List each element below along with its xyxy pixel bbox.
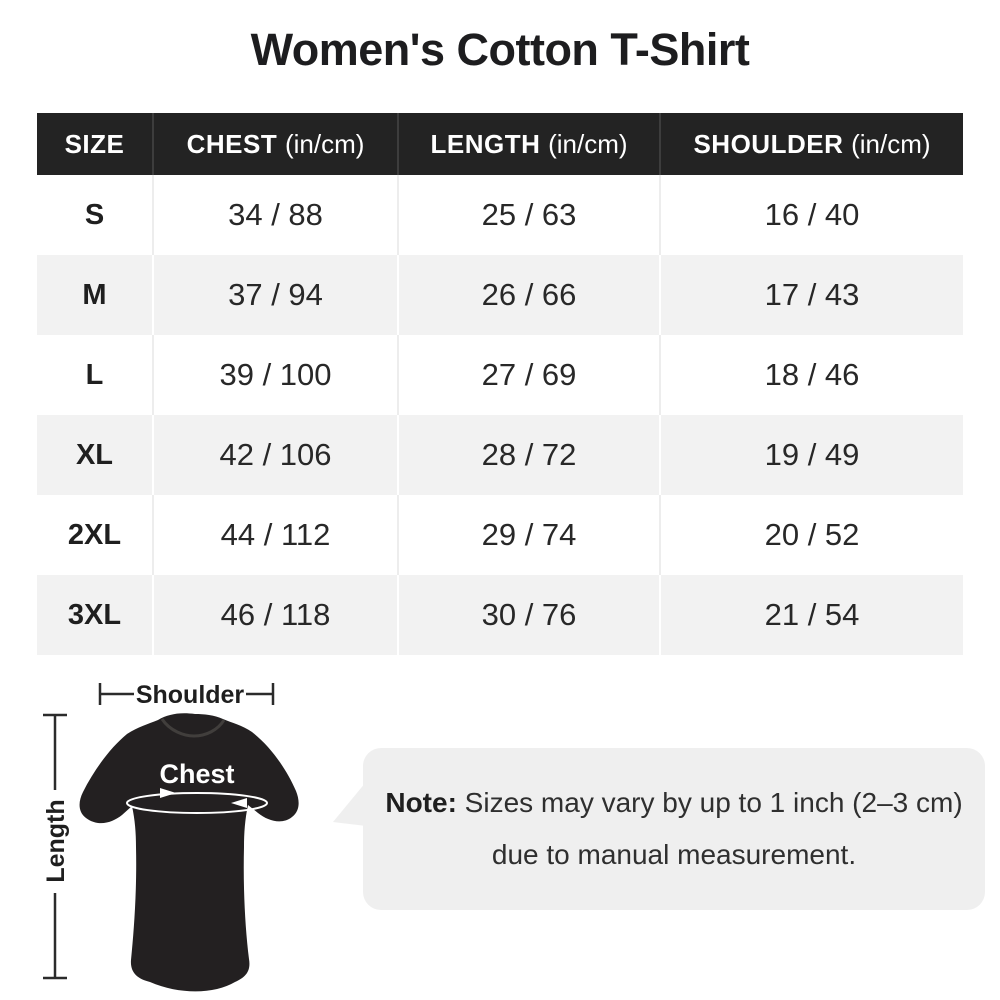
size-value: 2XL	[67, 518, 122, 551]
shoulder-value: 19 / 49	[659, 415, 963, 495]
chest-arrow-left	[231, 798, 247, 808]
note-bubble: Note: Sizes may vary by up to 1 inch (2–…	[363, 748, 985, 910]
page-title: Women's Cotton T-Shirt	[250, 24, 750, 75]
tshirt-measurement-illustration: Shoulder Length Chest	[42, 681, 299, 992]
shoulder-value: 21 / 54	[659, 575, 963, 655]
note-text: Sizes may vary by up to 1 inch (2–3 cm)	[456, 787, 963, 818]
shoulder-value: 18 / 46	[659, 335, 963, 415]
note-prefix: Note:	[385, 787, 457, 818]
chest-value: 37 / 94	[152, 255, 398, 335]
chest-value: 39 / 100	[152, 335, 398, 415]
length-value: 27 / 69	[397, 335, 660, 415]
shoulder-value: 16 / 40	[659, 175, 963, 255]
table-row: 3XL 46 / 118 30 / 76 21 / 54	[37, 575, 963, 655]
col-header-shoulder: SHOULDER (in/cm)	[659, 113, 963, 175]
size-table: SIZE CHEST (in/cm) LENGTH (in/cm) SHOULD…	[37, 113, 963, 655]
shoulder-label: Shoulder	[136, 681, 245, 709]
size-value: 3XL	[67, 598, 122, 631]
length-label: Length	[42, 799, 70, 882]
chest-value: 44 / 112	[152, 495, 398, 575]
shoulder-measure-line	[98, 683, 275, 705]
length-value: 25 / 63	[397, 175, 660, 255]
chest-girth-ellipse	[126, 792, 268, 814]
table-row: L 39 / 100 27 / 69 18 / 46	[37, 335, 963, 415]
table-row: XL 42 / 106 28 / 72 19 / 49	[37, 415, 963, 495]
length-value: 30 / 76	[397, 575, 660, 655]
length-measure-line	[43, 713, 67, 980]
size-value: S	[84, 198, 105, 231]
length-value: 26 / 66	[397, 255, 660, 335]
table-header: SIZE CHEST (in/cm) LENGTH (in/cm) SHOULD…	[37, 113, 963, 175]
col-header-size: SIZE	[37, 113, 153, 175]
col-header-chest: CHEST (in/cm)	[152, 113, 398, 175]
chest-value: 34 / 88	[152, 175, 398, 255]
col-header-length: LENGTH (in/cm)	[397, 113, 660, 175]
collar-detail	[160, 718, 226, 738]
shoulder-value: 17 / 43	[659, 255, 963, 335]
chest-value: 46 / 118	[152, 575, 398, 655]
size-value: XL	[75, 438, 114, 471]
chest-value: 42 / 106	[152, 415, 398, 495]
note-line-1: Note: Sizes may vary by up to 1 inch (2–…	[385, 789, 962, 817]
table-row: S 34 / 88 25 / 63 16 / 40	[37, 175, 963, 255]
shoulder-value: 20 / 52	[659, 495, 963, 575]
size-value: M	[82, 278, 107, 311]
measurement-diagram: Shoulder Length Chest	[30, 665, 360, 1000]
table-row: M 37 / 94 26 / 66 17 / 43	[37, 255, 963, 335]
chest-label: Chest	[159, 759, 234, 789]
length-value: 28 / 72	[397, 415, 660, 495]
length-value: 29 / 74	[397, 495, 660, 575]
note-bubble-tail	[333, 782, 366, 826]
table-row: 2XL 44 / 112 29 / 74 20 / 52	[37, 495, 963, 575]
note-line-2: due to manual measurement.	[491, 839, 857, 870]
tshirt-shape	[79, 713, 299, 992]
chest-arrow-right	[160, 788, 176, 798]
size-value: L	[85, 358, 104, 391]
